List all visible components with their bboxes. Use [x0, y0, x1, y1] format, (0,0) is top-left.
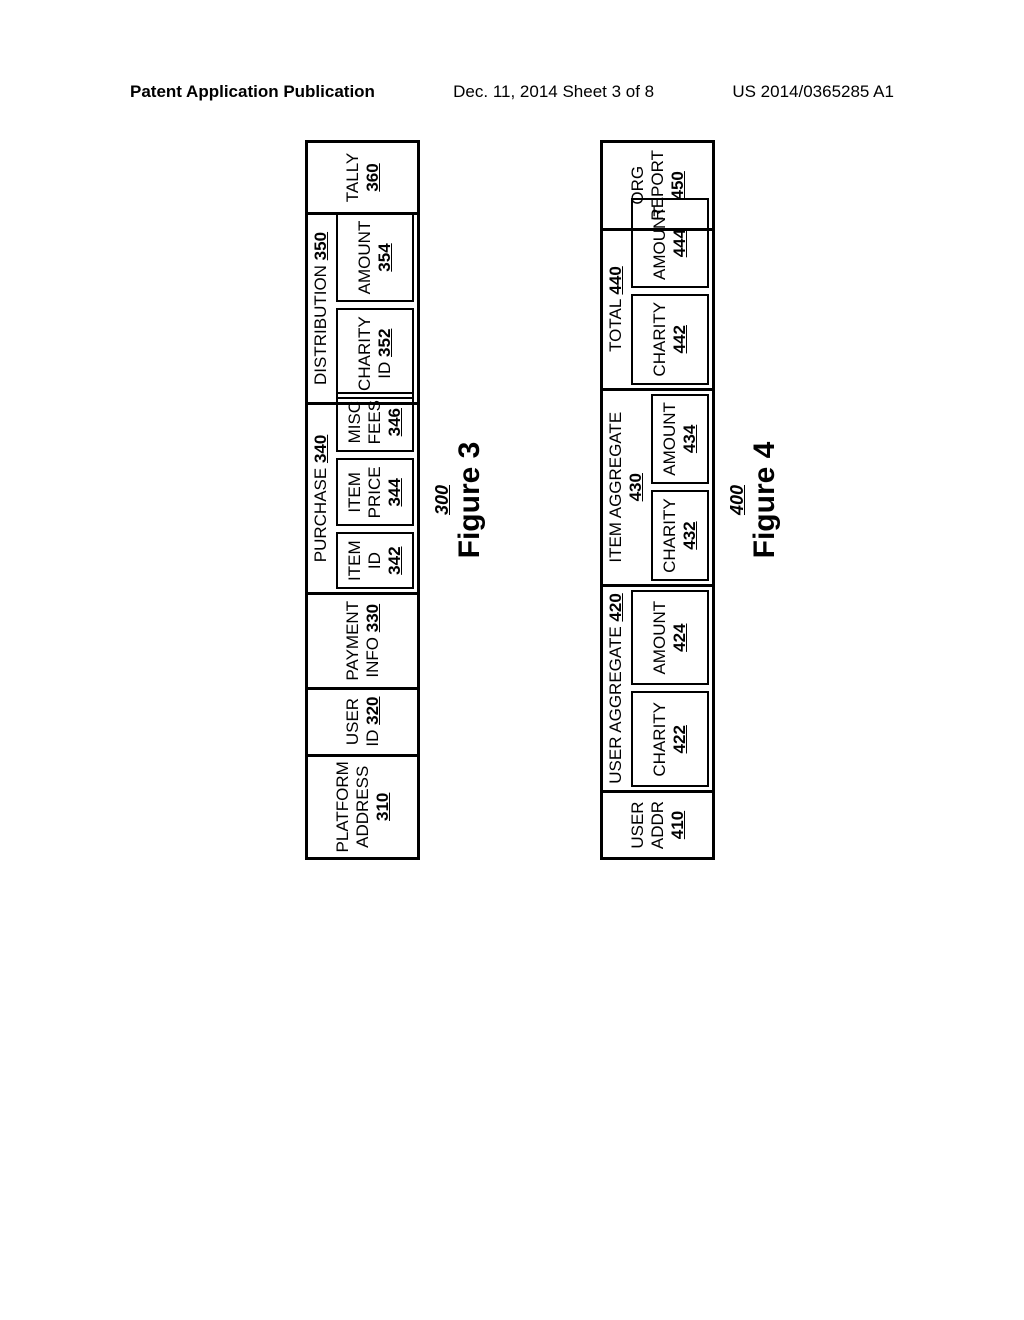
header-left: Patent Application Publication [130, 82, 375, 102]
page: Patent Application Publication Dec. 11, … [0, 0, 1024, 1320]
ia-amount-cell: AMOUNT 434 [651, 394, 709, 485]
payment-l2: INFO 330 [363, 604, 383, 678]
figure-3: PLATFORM ADDRESS 310 USER ID 320 PAYMENT… [305, 140, 487, 860]
ia-charity-cell: CHARITY 432 [651, 490, 709, 581]
total-group: TOTAL 440 CHARITY 442 AMOUNT 444 [603, 228, 712, 388]
figure-4: USER ADDR 410 USER AGGREGATE 420 CHARITY… [600, 140, 782, 860]
payment-info-cell: PAYMENT INFO 330 [308, 592, 417, 687]
item-aggregate-group: ITEM AGGREGATE 430 CHARITY 432 AMOUNT 43… [603, 388, 712, 584]
figure-4-diagram: USER ADDR 410 USER AGGREGATE 420 CHARITY… [600, 140, 715, 860]
purchase-title: PURCHASE 340 [308, 405, 333, 592]
purchase-subrow: ITEM ID 342 ITEM PRICE 344 MISC FEES [333, 405, 417, 592]
user-l1: USER [343, 698, 363, 745]
dist-amount-cell: AMOUNT 354 [336, 213, 414, 303]
purchase-group: PURCHASE 340 ITEM ID 342 ITEM PRICE 344 [308, 402, 417, 592]
header-right: US 2014/0365285 A1 [732, 82, 894, 102]
item-aggregate-subrow: CHARITY 432 AMOUNT 434 [648, 391, 712, 584]
header-mid: Dec. 11, 2014 Sheet 3 of 8 [453, 82, 654, 102]
user-addr-cell: USER ADDR 410 [603, 790, 712, 857]
platform-address-cell: PLATFORM ADDRESS 310 [308, 754, 417, 857]
payment-l1: PAYMENT [343, 601, 363, 681]
distribution-group: DISTRIBUTION 350 CHARITY ID 352 AMOUNT 3… [308, 212, 417, 402]
charity-id-cell: CHARITY ID 352 [336, 308, 414, 399]
distribution-subrow: CHARITY ID 352 AMOUNT 354 [333, 215, 417, 402]
ua-charity-cell: CHARITY 422 [631, 691, 709, 787]
content-area: PLATFORM ADDRESS 310 USER ID 320 PAYMENT… [130, 140, 900, 860]
user-aggregate-title: USER AGGREGATE 420 [603, 587, 628, 790]
tally-cell: TALLY 360 [308, 143, 417, 212]
tot-charity-cell: CHARITY 442 [631, 294, 709, 385]
user-id-cell: USER ID 320 [308, 687, 417, 754]
figure-3-diagram: PLATFORM ADDRESS 310 USER ID 320 PAYMENT… [305, 140, 420, 860]
platform-ref: 310 [373, 793, 393, 821]
user-aggregate-group: USER AGGREGATE 420 CHARITY 422 AMOUNT 42… [603, 584, 712, 790]
page-header: Patent Application Publication Dec. 11, … [0, 82, 1024, 102]
user-l2: ID 320 [363, 697, 383, 747]
distribution-title: DISTRIBUTION 350 [308, 215, 333, 402]
figure-4-caption: 400 Figure 4 [727, 140, 782, 860]
platform-l2: ADDRESS [353, 766, 373, 848]
item-id-cell: ITEM ID 342 [336, 532, 414, 589]
total-subrow: CHARITY 442 AMOUNT 444 [628, 231, 712, 388]
item-aggregate-title: ITEM AGGREGATE 430 [603, 391, 648, 584]
item-price-cell: ITEM PRICE 344 [336, 458, 414, 526]
figure-3-caption: 300 Figure 3 [432, 140, 487, 860]
platform-l1: PLATFORM [333, 761, 353, 852]
user-aggregate-subrow: CHARITY 422 AMOUNT 424 [628, 587, 712, 790]
total-title: TOTAL 440 [603, 231, 628, 388]
ua-amount-cell: AMOUNT 424 [631, 590, 709, 686]
org-report-cell: ORG REPORT 450 [603, 143, 712, 228]
